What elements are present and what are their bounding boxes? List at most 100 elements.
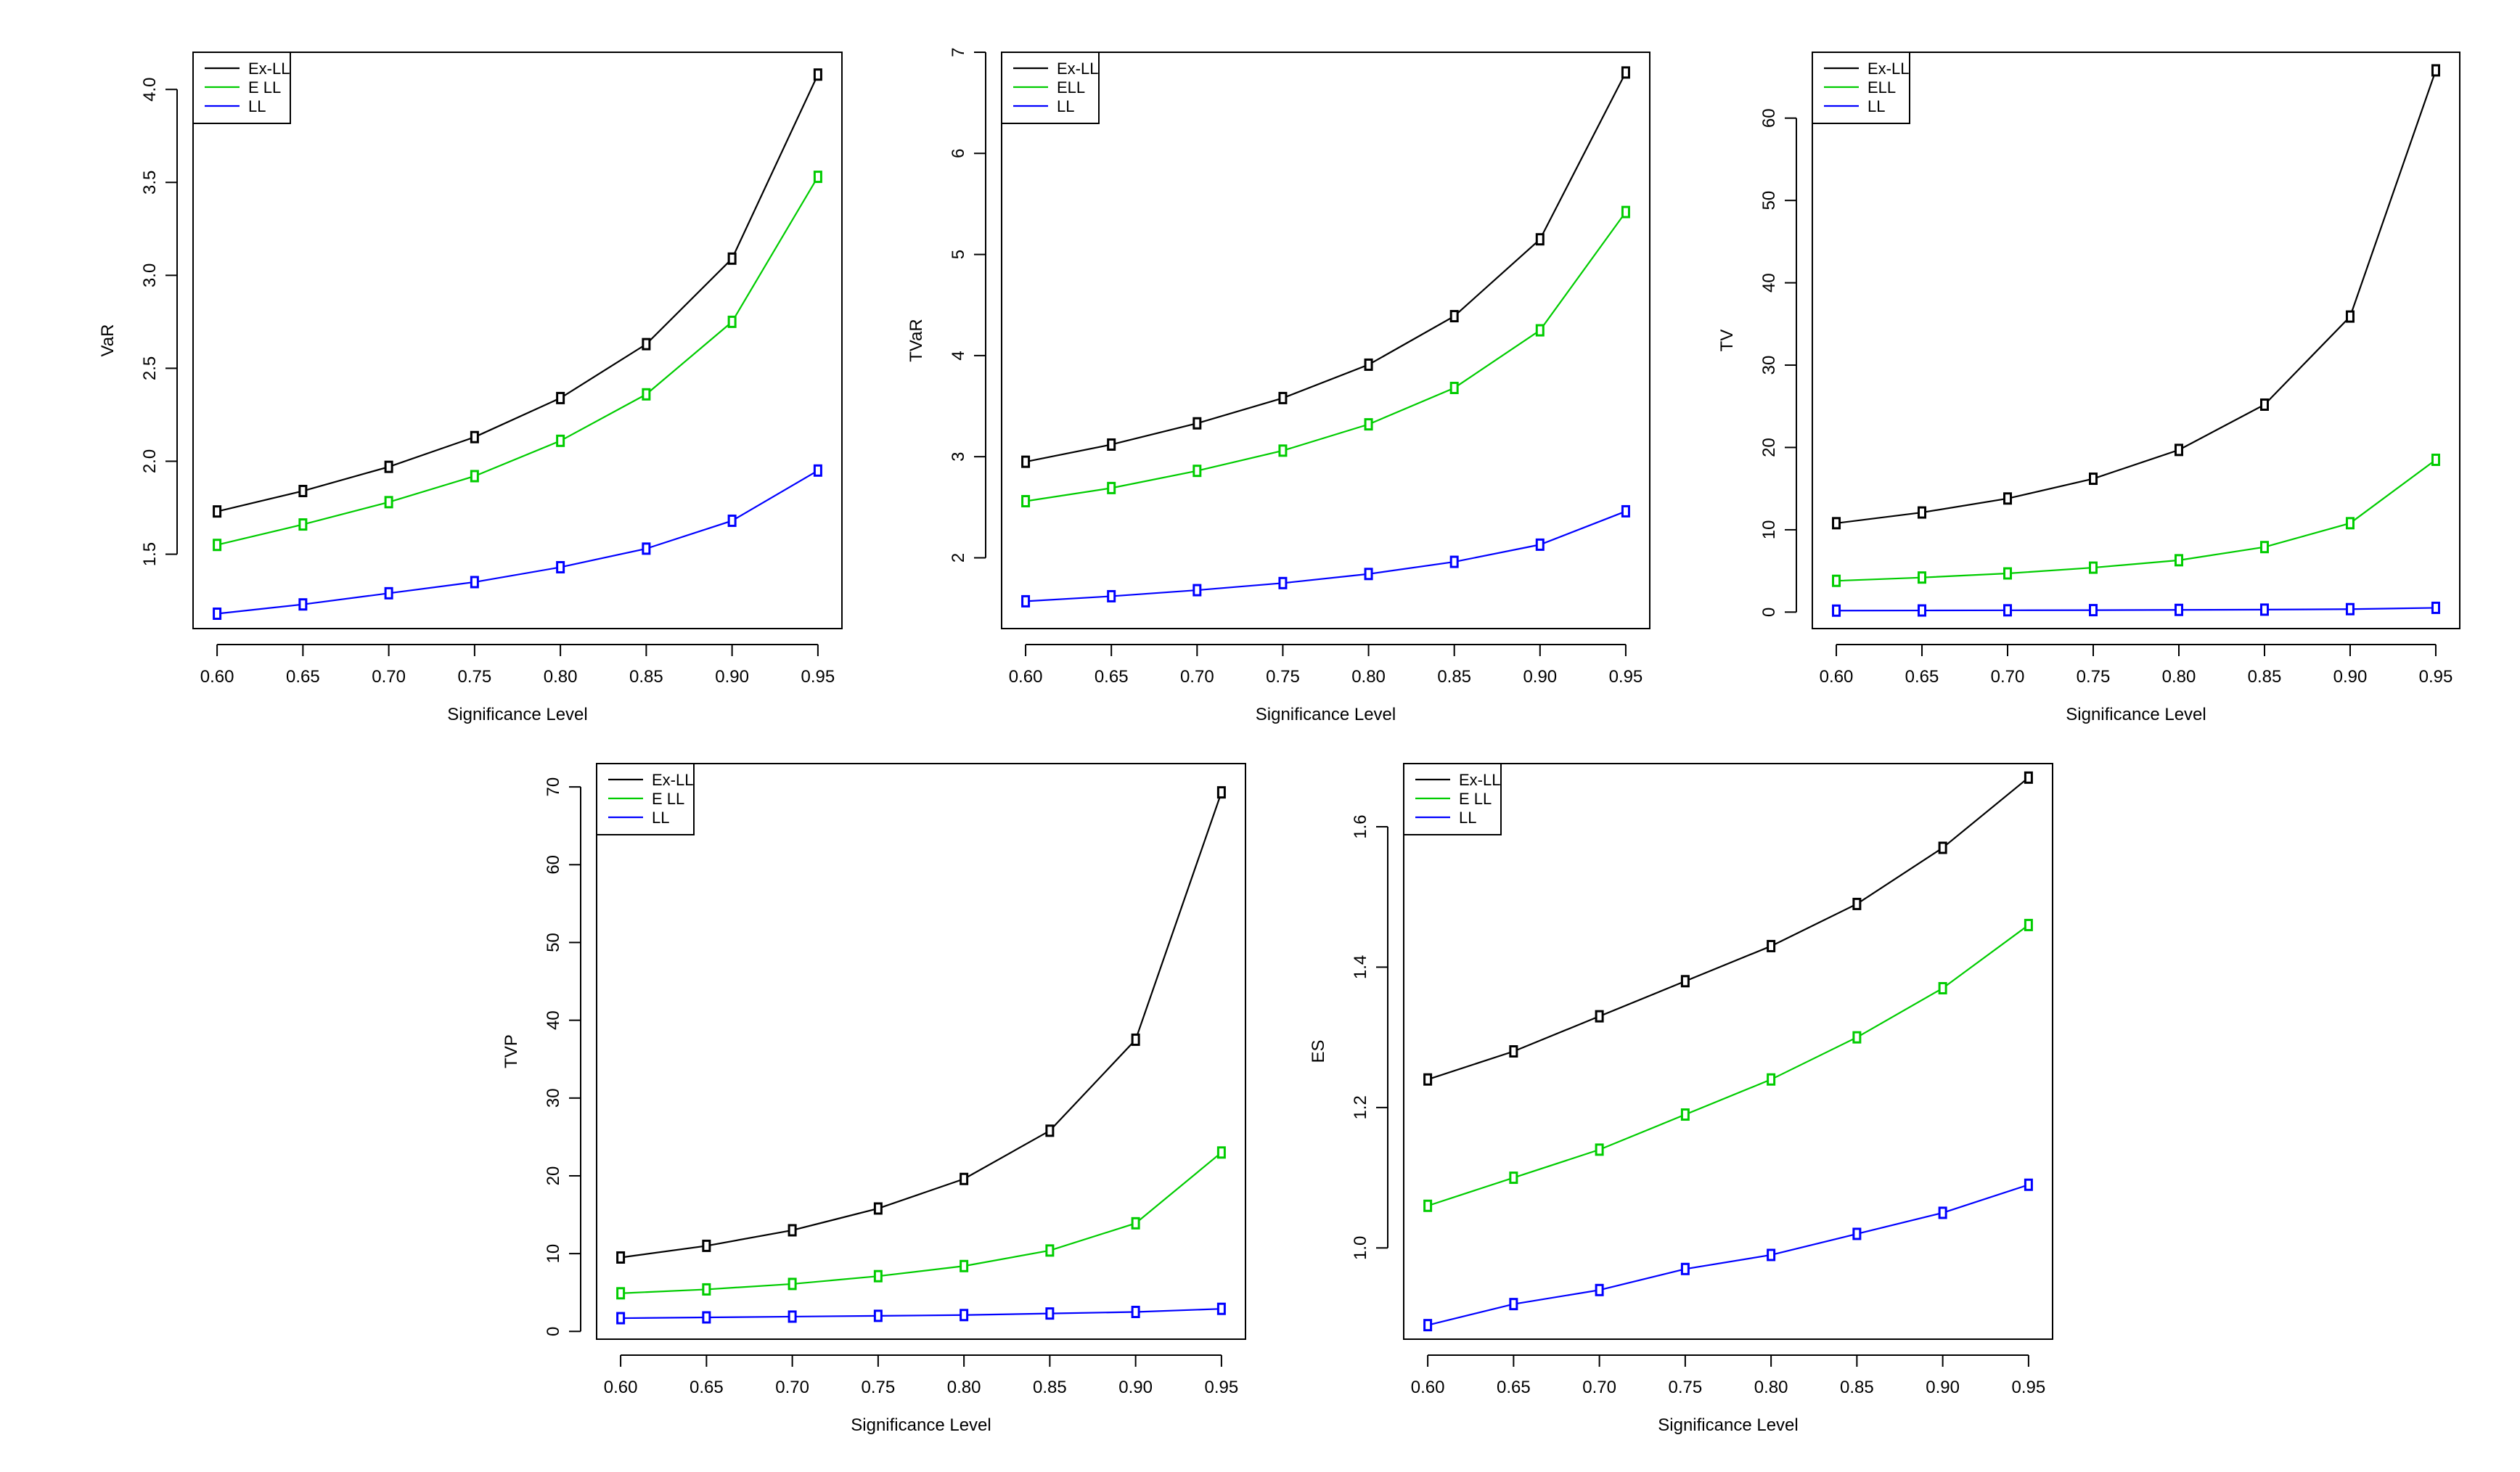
data-point bbox=[1192, 465, 1202, 478]
data-point bbox=[298, 598, 308, 611]
y-tick-label: 2.5 bbox=[140, 356, 160, 380]
series-line bbox=[1427, 924, 2029, 1207]
data-point bbox=[702, 1239, 711, 1252]
data-point bbox=[1832, 517, 1841, 530]
data-point bbox=[1852, 1031, 1862, 1044]
x-tick-label: 0.80 bbox=[1754, 1378, 1788, 1397]
x-tick-label: 0.60 bbox=[604, 1378, 638, 1397]
data-point bbox=[702, 1311, 711, 1324]
series-line bbox=[1026, 510, 1627, 602]
series-ex-ll bbox=[1021, 66, 1630, 468]
data-point bbox=[873, 1202, 883, 1215]
series-ex-ll bbox=[1423, 771, 2033, 1086]
y-tick-label: 1.6 bbox=[1351, 814, 1370, 838]
data-point bbox=[2003, 492, 2013, 505]
legend-label: Ex-LL bbox=[248, 60, 290, 78]
data-point bbox=[1621, 205, 1630, 218]
data-point bbox=[2024, 771, 2033, 784]
data-point bbox=[1423, 1319, 1433, 1332]
y-tick-label: 0 bbox=[1759, 608, 1779, 617]
data-point bbox=[1449, 555, 1459, 568]
x-tick-label: 0.65 bbox=[286, 667, 320, 687]
data-point bbox=[788, 1310, 797, 1323]
y-tick-label: 1.4 bbox=[1351, 955, 1370, 979]
y-tick-label: 10 bbox=[1759, 520, 1779, 540]
series-ll bbox=[1832, 601, 2440, 617]
y-tick-label: 40 bbox=[544, 1010, 563, 1030]
data-point bbox=[1509, 1045, 1518, 1058]
x-tick-label: 0.90 bbox=[715, 667, 749, 687]
data-point bbox=[1918, 604, 1927, 617]
data-point bbox=[1423, 1199, 1433, 1212]
data-point bbox=[642, 388, 651, 401]
data-point bbox=[2174, 443, 2183, 457]
data-point bbox=[2345, 517, 2355, 530]
data-point bbox=[298, 484, 308, 497]
series-ll bbox=[616, 1302, 1226, 1325]
series-line bbox=[216, 176, 819, 546]
data-point bbox=[1278, 391, 1288, 404]
legend-label: ELL bbox=[1057, 78, 1085, 97]
y-tick-label: 30 bbox=[544, 1088, 563, 1108]
x-tick-label: 0.80 bbox=[947, 1378, 981, 1397]
data-point bbox=[1216, 1146, 1226, 1159]
data-point bbox=[1021, 455, 1031, 468]
plot-frame bbox=[192, 52, 843, 629]
data-point bbox=[1535, 538, 1545, 551]
data-point bbox=[1680, 1108, 1690, 1121]
legend-label: LL bbox=[248, 97, 266, 115]
data-point bbox=[1918, 506, 1927, 519]
x-tick-label: 0.90 bbox=[1523, 667, 1557, 687]
data-point bbox=[1278, 576, 1288, 589]
series-ex-ll bbox=[1832, 64, 2440, 530]
data-point bbox=[1680, 1262, 1690, 1275]
data-point bbox=[1680, 975, 1690, 988]
x-tick-label: 0.65 bbox=[1905, 667, 1939, 687]
x-tick-label: 0.85 bbox=[1840, 1378, 1874, 1397]
data-point bbox=[1918, 571, 1927, 584]
data-point bbox=[1021, 594, 1031, 608]
data-point bbox=[2259, 603, 2269, 616]
series-line bbox=[621, 1308, 1222, 1320]
data-point bbox=[1192, 584, 1202, 597]
x-tick-label: 0.65 bbox=[1095, 667, 1129, 687]
series-ell bbox=[1423, 918, 2033, 1212]
y-tick-label: 7 bbox=[949, 47, 968, 57]
data-point bbox=[1107, 438, 1116, 451]
plot-frame bbox=[1812, 52, 2460, 629]
data-point bbox=[1595, 1283, 1604, 1296]
legend-label: E LL bbox=[652, 790, 684, 808]
data-point bbox=[2174, 554, 2183, 567]
series-ll bbox=[1423, 1178, 2033, 1332]
data-point bbox=[616, 1287, 626, 1300]
x-tick-label: 0.60 bbox=[1411, 1378, 1445, 1397]
data-point bbox=[1595, 1143, 1604, 1156]
y-tick-label: 50 bbox=[1759, 191, 1779, 210]
data-point bbox=[1045, 1244, 1055, 1257]
data-point bbox=[1938, 981, 1947, 994]
y-tick-label: 1.0 bbox=[1351, 1236, 1370, 1260]
plot-frame bbox=[1403, 763, 2053, 1340]
legend-label: E LL bbox=[1459, 790, 1492, 808]
series-ell bbox=[616, 1146, 1226, 1300]
data-point bbox=[1767, 1248, 1776, 1262]
x-tick-label: 0.95 bbox=[2419, 667, 2453, 687]
data-point bbox=[1131, 1033, 1140, 1046]
x-tick-label: 0.85 bbox=[629, 667, 663, 687]
y-tick-label: 3.5 bbox=[140, 171, 160, 195]
data-point bbox=[1131, 1305, 1140, 1318]
x-tick-label: 0.60 bbox=[1820, 667, 1854, 687]
x-tick-label: 0.80 bbox=[544, 667, 578, 687]
legend-label: LL bbox=[1459, 809, 1476, 827]
x-tick-label: 0.85 bbox=[1033, 1378, 1067, 1397]
y-axis-title: VaR bbox=[98, 324, 118, 357]
series-ex-ll bbox=[616, 786, 1226, 1264]
data-point bbox=[1852, 897, 1862, 910]
y-tick-label: 50 bbox=[544, 933, 563, 952]
data-point bbox=[1852, 1227, 1862, 1240]
data-point bbox=[2345, 602, 2355, 616]
data-point bbox=[642, 542, 651, 555]
